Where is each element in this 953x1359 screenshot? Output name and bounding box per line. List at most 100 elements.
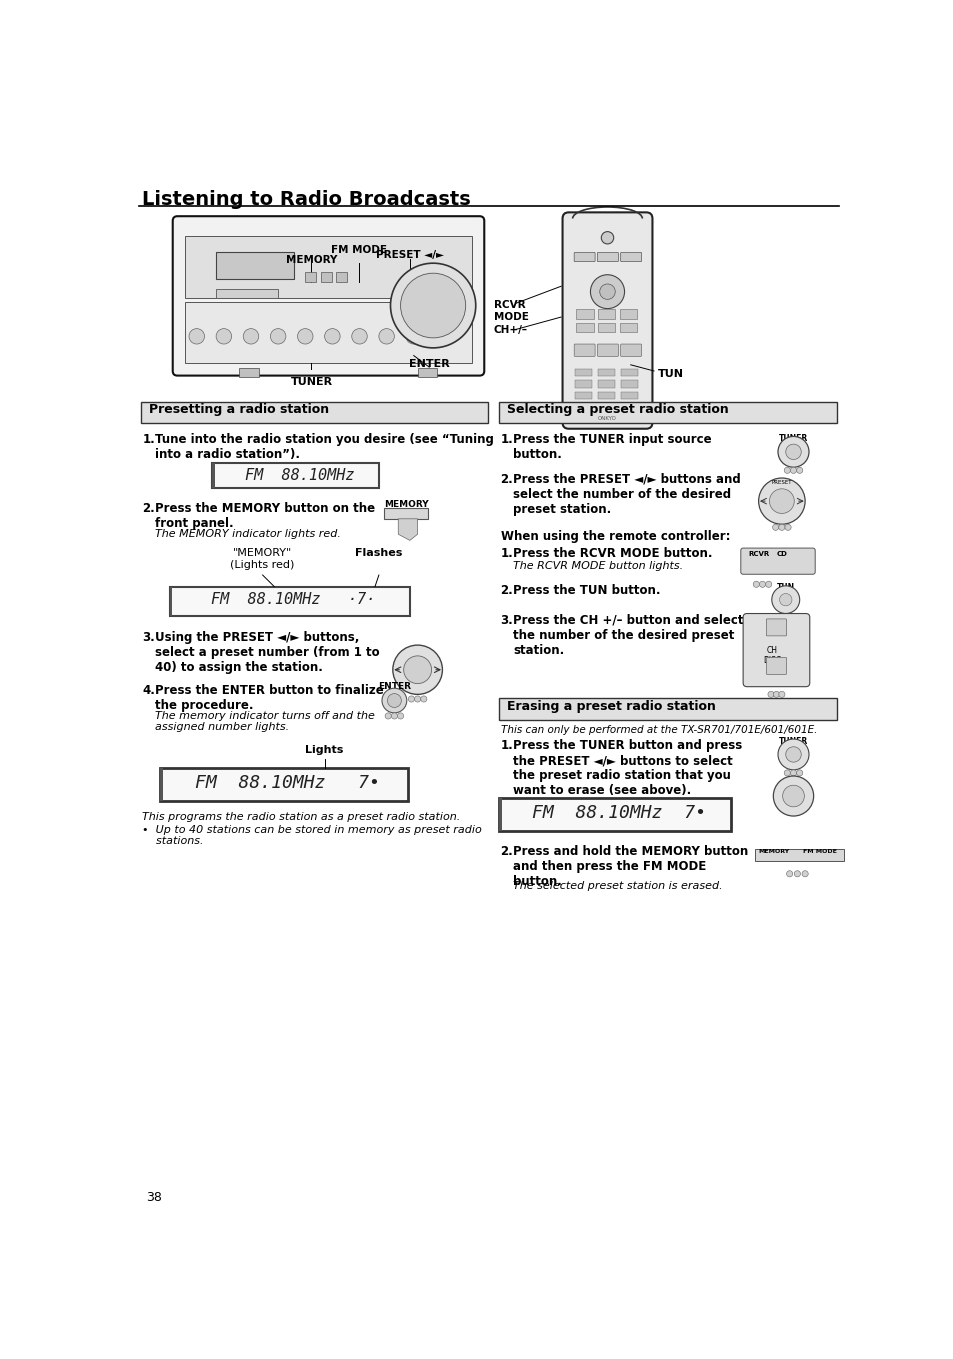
FancyBboxPatch shape xyxy=(620,344,641,356)
Bar xyxy=(619,310,637,318)
Text: Selecting a preset radio station: Selecting a preset radio station xyxy=(506,404,728,416)
Circle shape xyxy=(189,329,204,344)
Circle shape xyxy=(381,688,406,713)
Text: The RCVR MODE button lights.: The RCVR MODE button lights. xyxy=(513,561,682,571)
Text: ONKYO: ONKYO xyxy=(598,416,617,421)
Circle shape xyxy=(758,478,804,525)
Bar xyxy=(335,272,347,283)
Text: 3.: 3. xyxy=(142,631,155,644)
Bar xyxy=(598,391,615,400)
Text: When using the remote controller:: When using the remote controller: xyxy=(500,530,729,544)
Circle shape xyxy=(783,467,790,473)
Circle shape xyxy=(216,329,232,344)
Text: CD: CD xyxy=(776,552,786,557)
Bar xyxy=(170,587,410,616)
Bar xyxy=(576,323,593,333)
Text: Press the TUNER button and press
the PRESET ◄/► buttons to select
the preset rad: Press the TUNER button and press the PRE… xyxy=(513,739,741,796)
Text: The memory indicator turns off and the
assigned number lights.: The memory indicator turns off and the a… xyxy=(154,711,375,733)
Text: ENTER: ENTER xyxy=(409,359,449,370)
Circle shape xyxy=(420,696,427,703)
Text: 2.: 2. xyxy=(142,501,155,515)
Text: –: – xyxy=(773,667,779,681)
Text: •  Up to 40 stations can be stored in memory as preset radio
    stations.: • Up to 40 stations can be stored in mem… xyxy=(142,825,482,847)
Circle shape xyxy=(324,329,340,344)
Bar xyxy=(239,368,258,378)
Text: CH
DISC: CH DISC xyxy=(762,646,781,666)
Text: FM  88.10MHz   ·7·: FM 88.10MHz ·7· xyxy=(212,593,375,607)
Circle shape xyxy=(767,692,773,697)
Text: Tune into the radio station you desire (see “Tuning
into a radio station”).: Tune into the radio station you desire (… xyxy=(154,432,494,461)
Bar xyxy=(305,272,315,283)
Text: Presetting a radio station: Presetting a radio station xyxy=(149,404,329,416)
Text: Press the TUNER input source
button.: Press the TUNER input source button. xyxy=(513,432,711,461)
Bar xyxy=(216,288,278,298)
Text: "MEMORY"
(Lights red): "MEMORY" (Lights red) xyxy=(231,548,294,569)
FancyBboxPatch shape xyxy=(562,212,652,428)
Text: TUN: TUN xyxy=(658,370,683,379)
Circle shape xyxy=(397,713,403,719)
Bar xyxy=(498,402,836,424)
Text: 1.: 1. xyxy=(500,739,513,752)
Circle shape xyxy=(600,231,613,243)
Text: This can only be performed at the TX-SR701/701E/601/601E.: This can only be performed at the TX-SR7… xyxy=(500,726,816,735)
Circle shape xyxy=(769,489,794,514)
Circle shape xyxy=(390,264,476,348)
Text: 1.: 1. xyxy=(500,432,513,446)
Bar xyxy=(498,699,836,720)
Bar xyxy=(170,587,172,616)
Text: 4.: 4. xyxy=(142,684,155,697)
Circle shape xyxy=(778,692,784,697)
Circle shape xyxy=(787,613,794,620)
Text: RCVR: RCVR xyxy=(748,552,769,557)
Text: TUNER: TUNER xyxy=(290,378,333,387)
Bar xyxy=(212,463,214,488)
Text: MEMORY: MEMORY xyxy=(758,849,789,855)
Circle shape xyxy=(771,586,799,613)
Bar xyxy=(159,768,407,800)
Circle shape xyxy=(773,776,813,815)
FancyBboxPatch shape xyxy=(740,548,815,575)
Text: Listening to Radio Broadcasts: Listening to Radio Broadcasts xyxy=(142,190,471,209)
Bar xyxy=(619,323,637,333)
Bar xyxy=(185,236,472,298)
Circle shape xyxy=(297,329,313,344)
Text: 2.: 2. xyxy=(500,844,513,858)
Text: 38: 38 xyxy=(146,1190,162,1204)
Bar xyxy=(575,368,592,376)
Text: MEMORY: MEMORY xyxy=(286,255,336,265)
Text: PRESET: PRESET xyxy=(771,480,791,485)
Circle shape xyxy=(406,329,421,344)
Text: 2.: 2. xyxy=(500,473,513,485)
Text: 2.: 2. xyxy=(500,584,513,597)
Text: This programs the radio station as a preset radio station.: This programs the radio station as a pre… xyxy=(142,813,460,822)
Bar xyxy=(754,849,843,862)
Text: Press the RCVR MODE button.: Press the RCVR MODE button. xyxy=(513,548,712,560)
Text: FM MODE: FM MODE xyxy=(331,246,387,255)
Circle shape xyxy=(790,467,796,473)
Text: TUNER: TUNER xyxy=(778,434,807,443)
Circle shape xyxy=(772,525,778,530)
Text: Press the TUN button.: Press the TUN button. xyxy=(513,584,659,597)
Text: Press the ENTER button to finalize
the procedure.: Press the ENTER button to finalize the p… xyxy=(154,684,383,712)
Circle shape xyxy=(400,273,465,338)
FancyBboxPatch shape xyxy=(742,613,809,686)
Bar xyxy=(498,798,501,830)
Circle shape xyxy=(784,525,790,530)
FancyBboxPatch shape xyxy=(597,344,618,356)
Circle shape xyxy=(778,436,808,467)
Bar xyxy=(575,381,592,387)
Bar xyxy=(598,368,615,376)
Text: CH+/–: CH+/– xyxy=(493,325,527,334)
Circle shape xyxy=(796,467,802,473)
Bar xyxy=(141,402,488,424)
Circle shape xyxy=(415,696,420,703)
Circle shape xyxy=(781,613,788,620)
Circle shape xyxy=(785,871,792,877)
Circle shape xyxy=(777,613,782,620)
Circle shape xyxy=(385,713,391,719)
Circle shape xyxy=(765,582,771,587)
FancyBboxPatch shape xyxy=(172,216,484,375)
Bar xyxy=(320,272,332,283)
FancyBboxPatch shape xyxy=(574,344,595,356)
Text: Lights: Lights xyxy=(305,745,343,756)
